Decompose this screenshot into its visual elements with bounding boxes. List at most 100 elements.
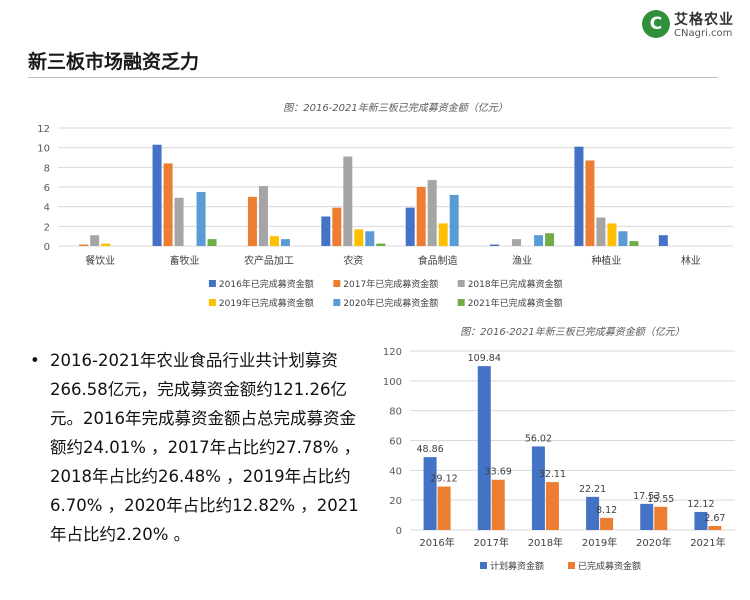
summary-text: 2016-2021年农业食品行业共计划募资266.58亿元，完成募资金额约121… [50, 351, 361, 544]
bar [531, 446, 545, 530]
y-tick-label: 60 [389, 437, 402, 448]
legend-label: 2018年已完成募资金额 [468, 278, 563, 290]
bar [607, 223, 617, 246]
legend-label: 已完成募资金额 [578, 560, 641, 572]
y-tick-label: 0 [44, 242, 50, 253]
legend-label: 2019年已完成募资金额 [219, 297, 314, 309]
bar [258, 186, 268, 246]
legend-label: 2020年已完成募资金额 [343, 297, 438, 309]
y-tick-label: 4 [44, 203, 50, 214]
data-label: 12.12 [687, 499, 714, 510]
x-category-label: 农资 [343, 254, 363, 267]
summary-paragraph: • 2016-2021年农业食品行业共计划募资266.58亿元，完成募资金额约1… [30, 346, 365, 549]
bar [376, 243, 386, 246]
legend-swatch [457, 280, 465, 287]
bar [163, 163, 173, 246]
bar [512, 239, 522, 246]
bar [437, 486, 451, 530]
x-category-label: 2016年 [419, 536, 454, 549]
bar [586, 496, 600, 530]
x-category-label: 畜牧业 [170, 254, 200, 267]
legend-swatch [208, 280, 216, 287]
data-label: 15.55 [647, 494, 674, 505]
legend-swatch [480, 562, 487, 569]
yearly-funding-chart: 图：2016-2021年新三板已完成募资金额（亿元） 0 20 40 60 80 100 12… [383, 326, 735, 572]
x-category-label: 2020年 [636, 536, 671, 549]
bar [90, 235, 100, 246]
bar [658, 235, 668, 246]
legend-label: 计划募资金额 [490, 560, 544, 572]
data-label: 109.84 [468, 353, 501, 364]
y-tick-label: 80 [389, 407, 402, 418]
bar [196, 191, 206, 246]
x-category-label: 2017年 [474, 536, 509, 549]
y-tick-label: 8 [44, 163, 50, 174]
bar [585, 160, 595, 246]
legend-label: 2017年已完成募资金额 [343, 278, 438, 290]
bar [405, 207, 415, 246]
bar [79, 244, 89, 246]
x-category-label: 食品制造 [418, 254, 458, 267]
data-label: 29.12 [430, 474, 457, 485]
x-category-label: 林业 [681, 254, 701, 267]
bar [534, 235, 544, 246]
x-category-label: 餐饮业 [85, 254, 115, 267]
bar [354, 229, 364, 246]
bar [365, 231, 375, 246]
bar [545, 233, 555, 246]
logo-mark: C [642, 10, 670, 38]
bar [477, 366, 491, 530]
bullet-marker: • [30, 351, 40, 370]
chart-title: 图：2016-2021年新三板已完成募资金额（亿元） [460, 326, 685, 338]
legend-swatch [208, 299, 216, 306]
y-tick-label: 100 [383, 377, 402, 388]
bar [618, 231, 628, 246]
bar [490, 244, 500, 246]
bar [629, 241, 639, 246]
bar [708, 526, 722, 530]
bar [207, 239, 217, 246]
legend-swatch [333, 299, 341, 306]
legend-swatch [568, 562, 575, 569]
logo-url: CNagri.com [674, 28, 733, 39]
y-tick-label: 40 [389, 466, 402, 477]
y-tick-label: 0 [396, 526, 402, 537]
legend-label: 2016年已完成募资金额 [219, 278, 314, 290]
bar [694, 511, 708, 530]
legend-swatch [333, 280, 341, 287]
data-label: 22.21 [579, 484, 606, 495]
bar [343, 156, 353, 246]
data-label: 2.67 [704, 513, 725, 524]
industry-funding-chart: 图：2016-2021年新三板已完成募资金额（亿元） 0 2 4 6 8 10 12 餐饮业 畜牧… [37, 102, 733, 309]
bar [321, 216, 331, 246]
bar [152, 144, 162, 246]
x-category-label: 农产品加工 [244, 254, 294, 267]
bar [101, 243, 111, 246]
bar [545, 482, 559, 530]
x-category-label: 2018年 [528, 536, 563, 549]
bar [654, 506, 668, 530]
x-category-label: 渔业 [512, 255, 532, 267]
x-category-label: 2019年 [582, 536, 617, 549]
x-category-label: 种植业 [591, 254, 621, 267]
data-label: 17.53 [633, 491, 660, 502]
x-category-label: 2021年 [690, 536, 725, 549]
y-tick-label: 2 [44, 222, 50, 233]
y-tick-label: 12 [37, 124, 50, 135]
logo-name: 艾格农业 [674, 12, 734, 28]
bar [332, 207, 342, 246]
y-tick-label: 6 [44, 183, 50, 194]
bar [269, 236, 279, 246]
title-divider [28, 77, 718, 78]
y-tick-label: 20 [389, 496, 402, 507]
bar [574, 146, 584, 246]
data-label: 32.11 [539, 469, 566, 480]
bar [640, 503, 654, 530]
data-label: 56.02 [525, 433, 552, 444]
data-label: 48.86 [416, 444, 443, 455]
bar [600, 517, 614, 530]
y-tick-label: 10 [37, 144, 50, 155]
legend-label: 2021年已完成募资金额 [468, 297, 563, 309]
bar [416, 187, 426, 246]
bar [438, 223, 448, 246]
